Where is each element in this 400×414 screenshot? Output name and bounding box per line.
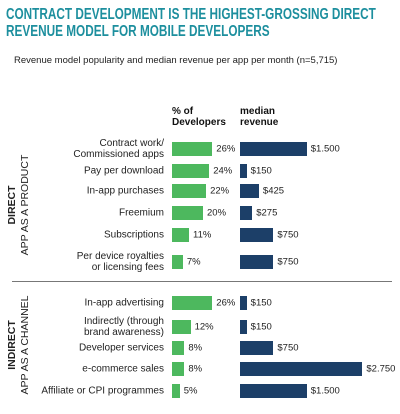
category-label: Pay per download xyxy=(83,165,164,177)
chart-title: CONTRACT DEVELOPMENT IS THE HIGHEST-GROS… xyxy=(6,6,376,40)
bar xyxy=(240,184,259,198)
bar xyxy=(240,296,247,310)
bar xyxy=(240,142,307,156)
category-label: In-app purchases xyxy=(86,185,164,197)
bar xyxy=(240,320,247,334)
bar xyxy=(172,184,207,198)
value-label: $1.500 xyxy=(310,143,340,155)
value-label: $425 xyxy=(262,185,285,197)
value-label: $750 xyxy=(277,229,299,241)
chart-subtitle: Revenue model popularity and median reve… xyxy=(14,55,338,66)
category-label: Per device royalties or licensing fees xyxy=(76,251,164,273)
value-label: 11% xyxy=(193,229,212,241)
column-header: % of Developers xyxy=(172,106,226,128)
bar xyxy=(172,142,213,156)
bar xyxy=(240,255,274,269)
category-label: Indirectly (through brand awareness) xyxy=(83,316,164,338)
column-header: median revenue xyxy=(240,106,279,128)
value-label: 5% xyxy=(183,385,198,397)
bar xyxy=(240,384,307,398)
bar xyxy=(240,362,363,376)
bar xyxy=(172,362,185,376)
category-label: Freemium xyxy=(118,207,164,219)
value-label: 20% xyxy=(207,207,227,219)
value-label: $275 xyxy=(256,207,278,219)
bar xyxy=(172,384,180,398)
value-label: $750 xyxy=(277,342,299,354)
category-label: In-app advertising xyxy=(84,297,165,309)
value-label: 12% xyxy=(194,321,214,333)
category-label: Subscriptions xyxy=(103,229,164,241)
value-label: 24% xyxy=(213,165,233,177)
value-label: $150 xyxy=(250,165,272,177)
value-label: $1.500 xyxy=(310,385,340,397)
bar xyxy=(172,164,210,178)
bar xyxy=(172,296,213,310)
bar xyxy=(172,206,203,220)
category-label: Developer services xyxy=(78,342,164,354)
bar xyxy=(240,164,247,178)
group-separator xyxy=(12,281,392,282)
bar xyxy=(240,341,274,355)
bar xyxy=(172,341,185,355)
value-label: 22% xyxy=(210,185,230,197)
value-label: 7% xyxy=(186,256,201,268)
bar xyxy=(172,228,190,242)
value-label: $2.750 xyxy=(366,363,396,375)
category-label: Contract work/ Commissioned apps xyxy=(73,138,164,160)
value-label: $750 xyxy=(277,256,299,268)
bar xyxy=(172,255,183,269)
bar xyxy=(240,206,253,220)
category-label: Affiliate or CPI programmes xyxy=(41,385,164,397)
value-label: 26% xyxy=(216,143,236,155)
category-label: e-commerce sales xyxy=(82,363,164,375)
value-label: $150 xyxy=(250,321,272,333)
value-label: 26% xyxy=(216,297,236,309)
value-label: $150 xyxy=(250,297,272,309)
bar xyxy=(240,228,274,242)
value-label: 8% xyxy=(188,342,203,354)
value-label: 8% xyxy=(188,363,203,375)
bar xyxy=(172,320,191,334)
